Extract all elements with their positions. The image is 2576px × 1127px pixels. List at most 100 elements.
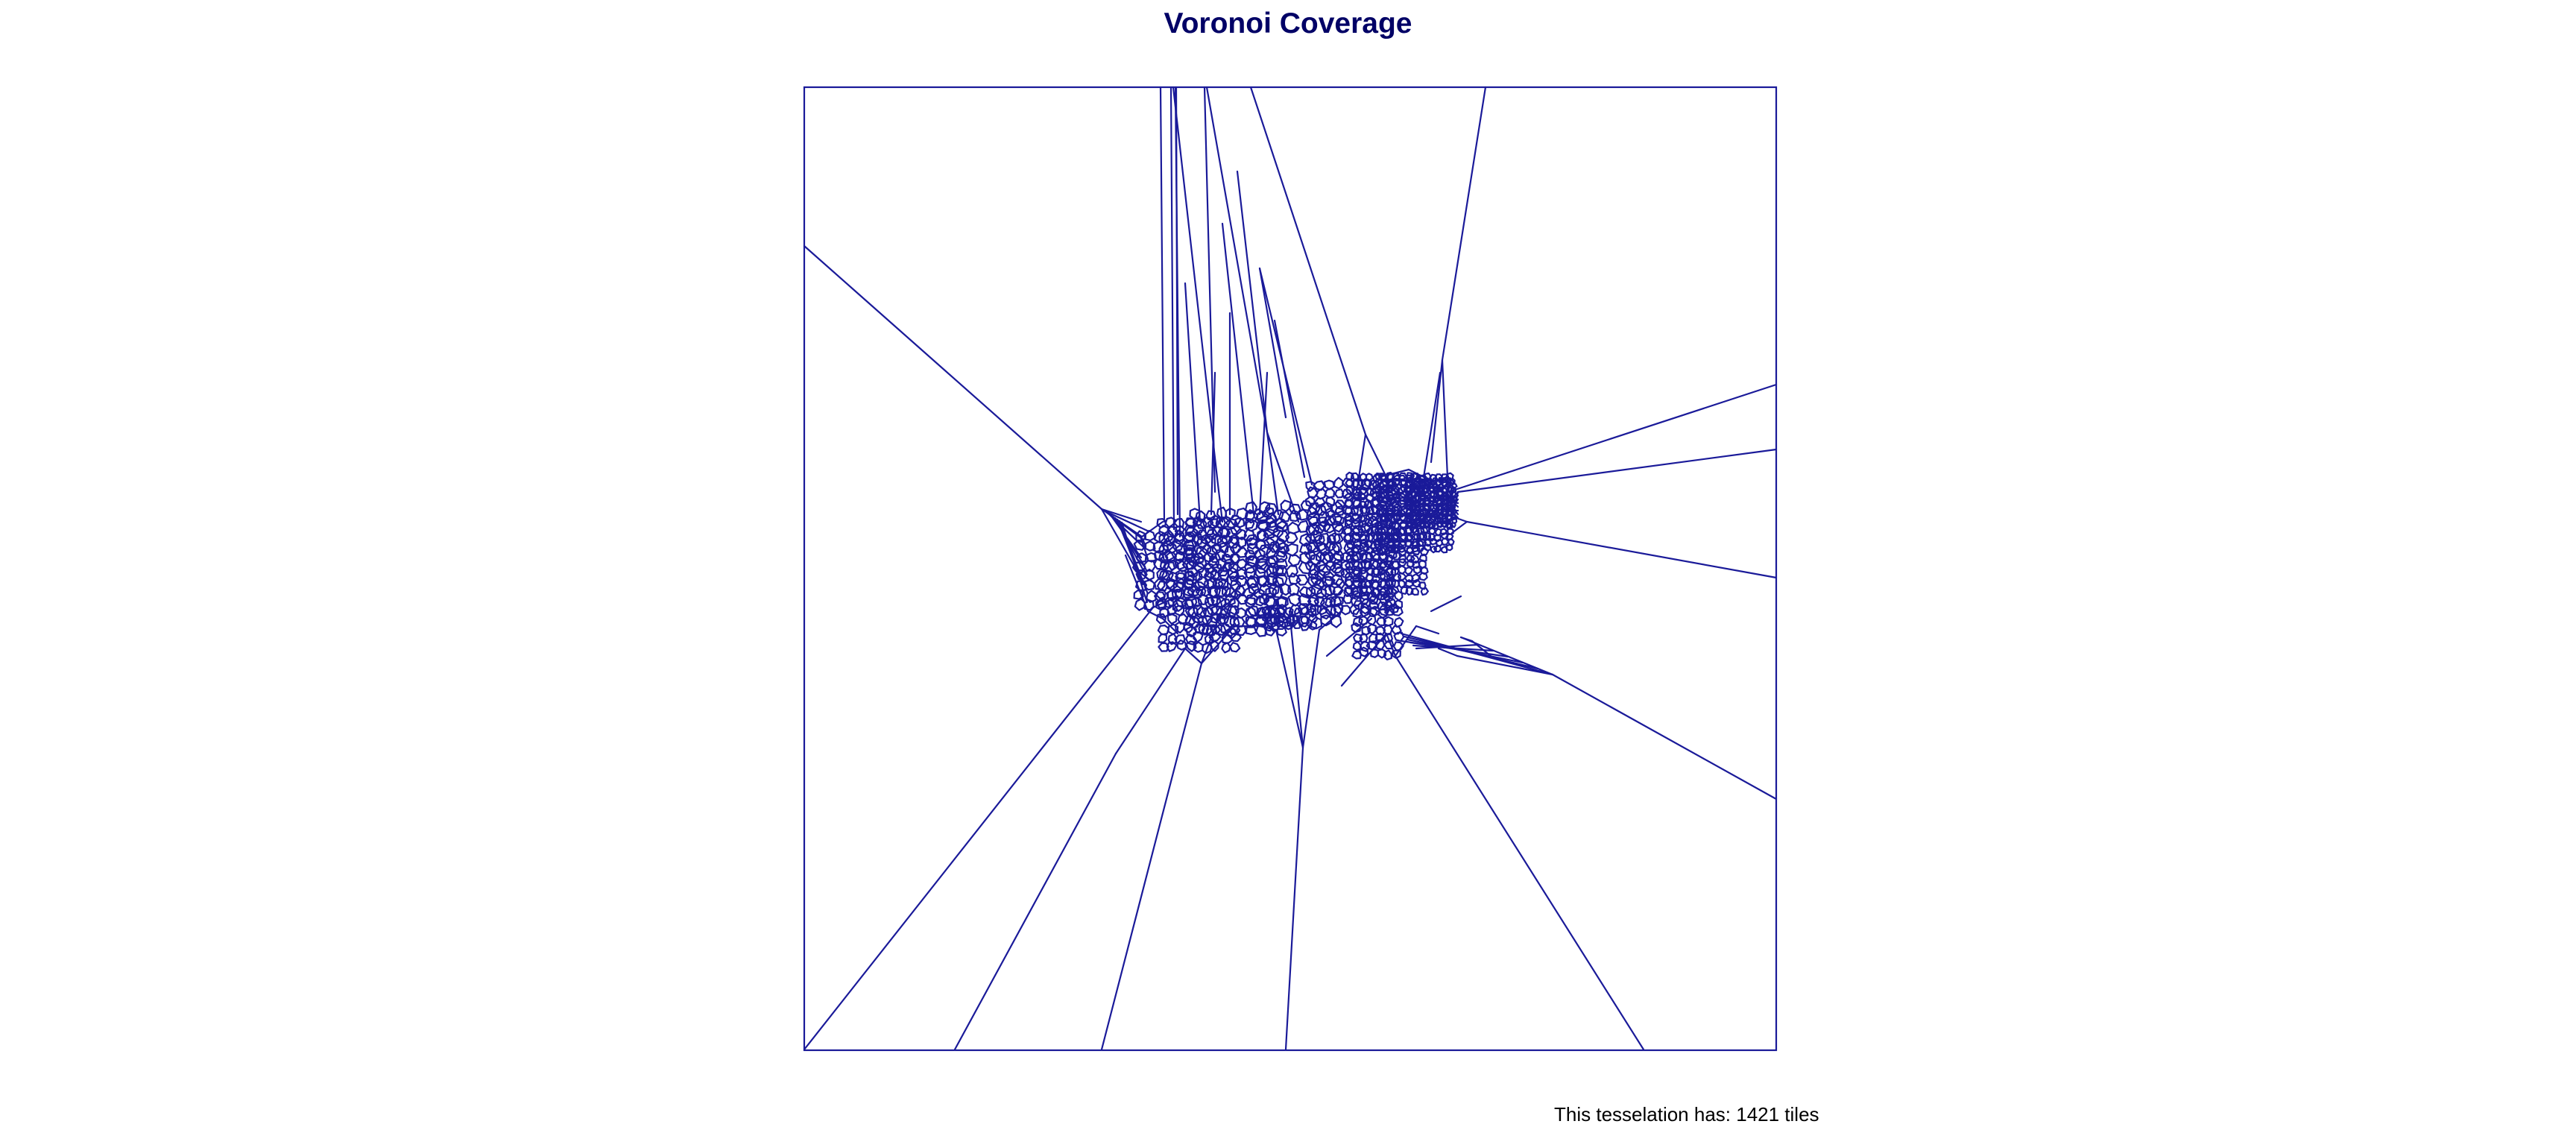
voronoi-cell [1374, 632, 1385, 643]
voronoi-cell [1418, 581, 1427, 590]
voronoi-cell [1398, 508, 1406, 518]
voronoi-cell [1158, 524, 1169, 537]
voronoi-cell [1216, 596, 1227, 608]
voronoi-cell [1284, 531, 1298, 544]
bounding-box [803, 86, 1778, 1052]
voronoi-cell [1388, 516, 1396, 524]
voronoi-cell [1445, 521, 1454, 530]
voronoi-cell [1427, 527, 1436, 535]
voronoi-cell [1324, 487, 1336, 499]
voronoi-cell [1197, 566, 1210, 579]
voronoi-cell [1206, 604, 1219, 616]
voronoi-cell [1418, 572, 1428, 581]
voronoi-cell [1198, 622, 1210, 634]
voronoi-cell [1262, 613, 1272, 623]
voronoi-cell [1398, 579, 1406, 589]
voronoi-cell [1214, 578, 1227, 589]
voronoi-cell [1173, 517, 1185, 528]
voronoi-cell [1358, 616, 1369, 625]
voronoi-cell [1313, 596, 1325, 607]
voronoi-cell [1386, 538, 1395, 547]
voronoi-cell [1196, 575, 1210, 589]
voronoi-cell [1292, 615, 1301, 624]
voronoi-cell [1214, 624, 1227, 637]
boundary-ray [803, 606, 1155, 1051]
voronoi-cell [1383, 640, 1395, 650]
voronoi-cell [1384, 578, 1393, 588]
voronoi-cell [1204, 634, 1215, 645]
voronoi-cell [1184, 574, 1197, 586]
voronoi-cell [1187, 584, 1201, 597]
voronoi-cell [1247, 605, 1260, 617]
voronoi-cell [1221, 642, 1231, 654]
voronoi-cell [1416, 544, 1424, 552]
voronoi-cell [1144, 529, 1156, 542]
voronoi-cell [1344, 519, 1353, 529]
voronoi-cell [1224, 546, 1236, 558]
voronoi-cell [1269, 606, 1279, 616]
voronoi-cell [1295, 574, 1309, 586]
voronoi-cell [1288, 572, 1301, 585]
voronoi-cell [1436, 499, 1443, 506]
voronoi-edge [1422, 371, 1442, 479]
voronoi-cell [1445, 482, 1452, 488]
voronoi-edge [1258, 371, 1269, 516]
voronoi-cell [1375, 490, 1383, 499]
voronoi-cell [1343, 526, 1353, 536]
voronoi-cell [1223, 615, 1236, 628]
voronoi-cell [1380, 490, 1388, 499]
voronoi-cell [1245, 615, 1256, 628]
voronoi-cell [1404, 481, 1412, 488]
voronoi-cell [1292, 619, 1302, 630]
voronoi-edge [1288, 610, 1304, 749]
voronoi-cell [1423, 490, 1430, 497]
boundary-ray [1174, 86, 1181, 538]
voronoi-cell [1391, 561, 1401, 569]
voronoi-cell [1215, 613, 1227, 625]
voronoi-edge [1221, 222, 1255, 516]
voronoi-edge [1442, 493, 1459, 516]
voronoi-cell [1325, 507, 1336, 519]
voronoi-cell [1393, 590, 1404, 602]
voronoi-cell [1380, 520, 1389, 528]
voronoi-cell [1221, 534, 1234, 546]
voronoi-cell [1378, 605, 1390, 616]
voronoi-cell [1224, 593, 1236, 607]
voronoi-cell [1246, 534, 1259, 546]
voronoi-cell [1393, 496, 1401, 505]
voronoi-cell [1216, 607, 1228, 619]
voronoi-cell [1363, 561, 1373, 570]
voronoi-cell [1397, 527, 1406, 537]
voronoi-cell [1272, 525, 1284, 538]
voronoi-cell [1325, 604, 1337, 616]
voronoi-cell [1164, 561, 1176, 572]
voronoi-cell [1196, 529, 1208, 541]
voronoi-cell [1143, 599, 1155, 611]
voronoi-cell [1243, 561, 1257, 574]
voronoi-cell [1418, 486, 1424, 494]
voronoi-cell [1380, 526, 1389, 534]
voronoi-cell [1357, 525, 1367, 534]
voronoi-cell [1315, 560, 1327, 572]
voronoi-cell [1350, 472, 1360, 481]
voronoi-edge [1184, 282, 1202, 523]
boundary-ray [1551, 673, 1778, 801]
voronoi-cell [1225, 627, 1237, 640]
voronoi-cell [1268, 581, 1280, 596]
voronoi-cell [1287, 554, 1301, 567]
voronoi-cell [1183, 533, 1194, 544]
voronoi-cell [1235, 528, 1248, 540]
voronoi-cell [1167, 604, 1178, 615]
voronoi-cell [1371, 518, 1380, 528]
voronoi-cell [1419, 499, 1426, 506]
voronoi-cell [1317, 520, 1331, 532]
voronoi-cell [1422, 495, 1430, 502]
boundary-ray [1205, 86, 1269, 434]
voronoi-cell [1376, 496, 1385, 504]
voronoi-cell [1307, 576, 1319, 587]
voronoi-cell [1245, 518, 1258, 532]
voronoi-cell [1350, 507, 1360, 517]
voronoi-cell [1204, 596, 1215, 608]
voronoi-cell [1193, 631, 1204, 643]
voronoi-cell [1433, 534, 1442, 543]
